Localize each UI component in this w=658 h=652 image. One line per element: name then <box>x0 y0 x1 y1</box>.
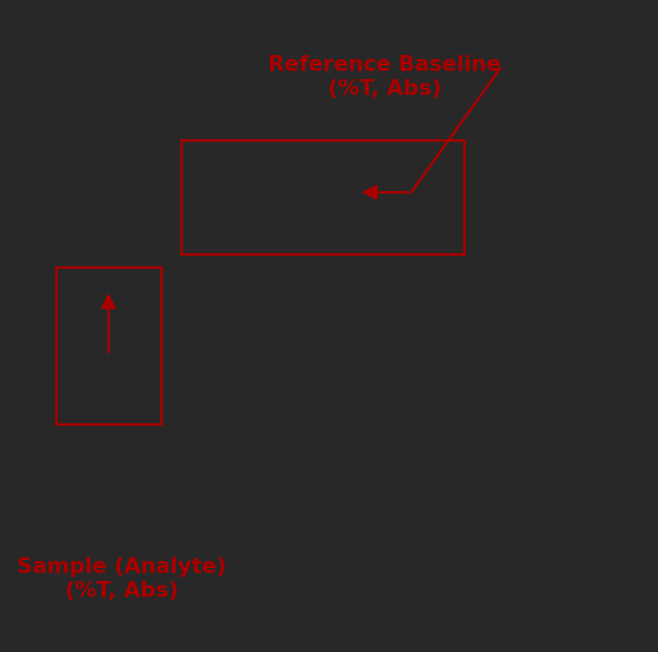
Bar <box>181 140 464 254</box>
Bar <box>56 267 161 424</box>
Text: Reference Baseline
(%T, Abs): Reference Baseline (%T, Abs) <box>268 55 501 98</box>
Text: Sample (Analyte)
(%T, Abs): Sample (Analyte) (%T, Abs) <box>17 557 226 600</box>
